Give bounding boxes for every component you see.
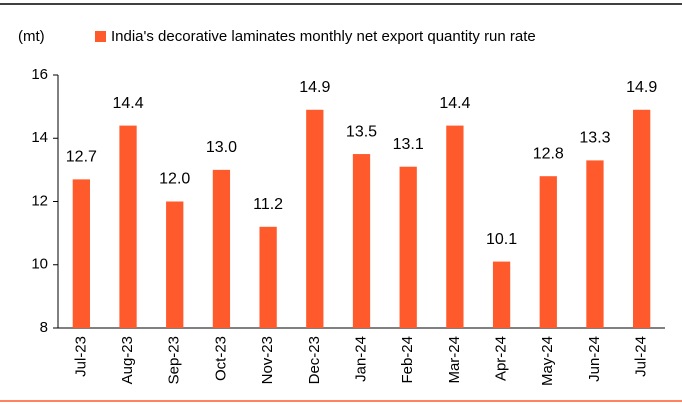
x-tick-label: Aug-23 — [119, 336, 136, 384]
data-label: 10.1 — [486, 231, 517, 248]
bar — [633, 109, 651, 328]
x-tick-label: Mar-24 — [446, 336, 463, 384]
x-tick-label: Jul-24 — [633, 336, 650, 377]
data-label: 12.8 — [533, 145, 564, 162]
bar — [119, 125, 137, 328]
legend-label: India's decorative laminates monthly net… — [111, 28, 536, 45]
x-tick-label: Jun-24 — [586, 336, 603, 382]
legend-swatch — [95, 31, 106, 42]
x-tick-label: Oct-23 — [212, 336, 229, 381]
y-tick-label: 14 — [31, 129, 48, 146]
bar — [586, 160, 604, 328]
y-tick-label: 10 — [31, 256, 48, 273]
data-label: 13.0 — [206, 139, 237, 156]
data-label: 13.1 — [393, 136, 424, 153]
x-tick-label: Dec-23 — [306, 336, 323, 384]
data-label: 14.4 — [439, 95, 470, 112]
y-axis-label: (mt) — [18, 28, 45, 45]
bar — [352, 154, 371, 328]
bar — [306, 109, 324, 328]
data-label: 13.3 — [579, 130, 610, 147]
bar — [539, 176, 557, 328]
bar — [492, 261, 511, 328]
bar — [72, 179, 90, 328]
y-tick-label: 12 — [31, 192, 48, 209]
x-tick-label: May-24 — [539, 336, 556, 386]
bar — [166, 201, 184, 328]
bar — [259, 226, 277, 328]
data-label: 11.2 — [253, 196, 283, 213]
data-label: 13.5 — [346, 123, 377, 140]
x-tick-label: Feb-24 — [399, 336, 416, 384]
data-label: 14.9 — [626, 79, 657, 96]
x-tick-label: Sep-23 — [166, 336, 183, 384]
data-label: 12.7 — [66, 149, 97, 166]
x-tick-label: Jul-23 — [72, 336, 89, 377]
x-tick-label: Nov-23 — [259, 336, 276, 384]
y-tick-label: 8 — [40, 319, 48, 336]
x-tick-label: Jan-24 — [352, 336, 369, 382]
bar — [399, 166, 417, 328]
bar — [212, 169, 231, 328]
data-label: 12.0 — [159, 171, 190, 188]
y-tick-label: 16 — [31, 66, 48, 83]
data-label: 14.4 — [112, 95, 143, 112]
x-tick-label: Apr-24 — [493, 336, 510, 381]
bar — [446, 125, 464, 328]
data-label: 14.9 — [299, 79, 330, 96]
